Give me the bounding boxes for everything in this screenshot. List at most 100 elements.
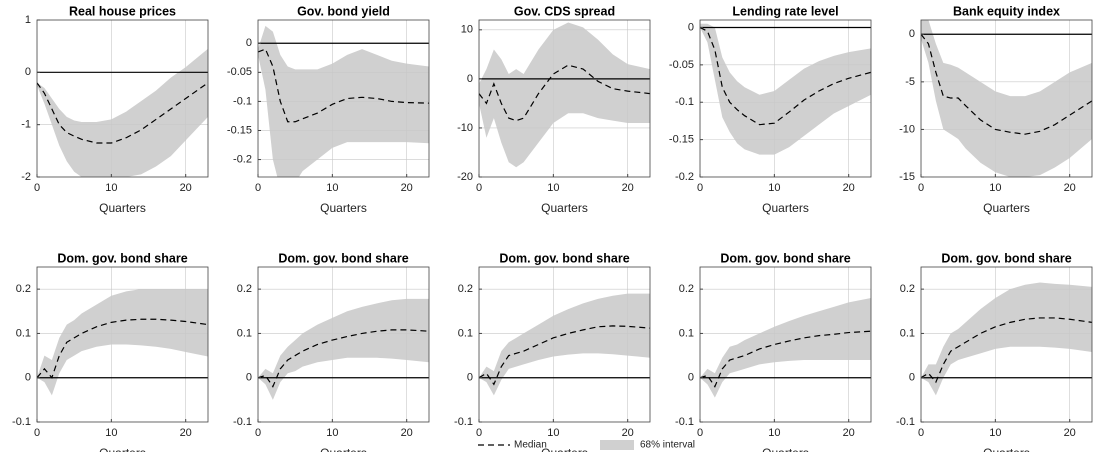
x-tick-label: 20: [180, 427, 192, 439]
interval-band: [37, 48, 208, 177]
y-tick-label: 0.1: [16, 327, 31, 339]
x-axis-label: Quarters: [762, 201, 809, 215]
y-tick-label: 0: [467, 73, 473, 85]
panel-title: Dom. gov. bond share: [499, 251, 629, 265]
plot-area: [921, 20, 1092, 177]
x-tick-label: 10: [989, 182, 1001, 194]
legend-interval-label: 68% interval: [640, 440, 695, 451]
axes-frame: [478, 266, 651, 423]
x-tick-label: 10: [547, 182, 559, 194]
panel: Dom. gov. bond shareQuarters-0.100.10.20…: [675, 251, 872, 452]
interval-band: [479, 293, 650, 396]
plot-area: [700, 20, 871, 177]
y-tick-label: 0.2: [16, 283, 31, 295]
x-axis-label: Quarters: [541, 446, 588, 452]
x-axis-label: Quarters: [99, 446, 146, 452]
y-tick-label: -15: [899, 171, 915, 183]
plot-area: [37, 20, 208, 177]
interval-band: [700, 23, 871, 155]
legend: Median 68% interval: [478, 440, 695, 451]
interval-band: [700, 298, 871, 398]
panel-title: Dom. gov. bond share: [57, 251, 187, 265]
y-tick-label: 0: [25, 66, 31, 78]
y-tick-label: -0.1: [12, 416, 31, 428]
interval-band: [37, 289, 208, 396]
x-tick-label: 10: [326, 427, 338, 439]
x-tick-label: 20: [843, 427, 855, 439]
panel-title: Gov. CDS spread: [514, 4, 615, 18]
plot-area: [700, 267, 871, 422]
y-tick-label: 0: [688, 372, 694, 384]
panel-title: Lending rate level: [732, 4, 838, 18]
panel: Dom. gov. bond shareQuarters-0.100.10.20…: [454, 251, 651, 452]
axes-frame: [36, 19, 209, 178]
axes-frame: [257, 266, 430, 423]
axes-frame: [257, 19, 430, 178]
x-axis-label: Quarters: [983, 201, 1030, 215]
x-tick-label: 20: [622, 182, 634, 194]
x-axis-label: Quarters: [99, 201, 146, 215]
y-tick-label: 0: [467, 372, 473, 384]
legend-median-label: Median: [514, 440, 547, 451]
y-tick-label: -1: [21, 119, 31, 131]
y-tick-label: -10: [899, 123, 915, 135]
plot-area: [479, 20, 650, 177]
y-tick-label: 0.2: [237, 283, 252, 295]
y-tick-label: 0.2: [900, 283, 915, 295]
plot-area: [258, 267, 429, 422]
y-tick-label: 0: [246, 372, 252, 384]
x-tick-label: 20: [622, 427, 634, 439]
plot-area: [921, 267, 1092, 422]
x-axis-label: Quarters: [983, 446, 1030, 452]
x-tick-label: 20: [1064, 182, 1076, 194]
y-tick-label: 0.1: [237, 327, 252, 339]
y-tick-label: -5: [905, 76, 915, 88]
axes-frame: [36, 266, 209, 423]
x-tick-label: 0: [476, 427, 482, 439]
axes-frame: [478, 19, 651, 178]
y-tick-label: -0.1: [454, 416, 473, 428]
y-tick-label: 0.2: [679, 283, 694, 295]
plot-area: [258, 20, 429, 177]
y-tick-label: -0.2: [675, 171, 694, 183]
axes-frame: [699, 19, 872, 178]
plot-area: [37, 267, 208, 422]
interval-band: [258, 298, 429, 400]
x-tick-label: 20: [180, 182, 192, 194]
y-tick-label: -2: [21, 171, 31, 183]
median-line: [921, 317, 1092, 384]
y-tick-label: 0: [688, 21, 694, 33]
panel: Lending rate level Quarters -0.2 -0.15 -0.1 -…: [669, 4, 872, 215]
x-tick-label: 0: [34, 427, 40, 439]
x-tick-label: 0: [255, 182, 261, 194]
median-line: [37, 82, 208, 144]
x-tick-label: 10: [768, 427, 780, 439]
x-tick-label: 10: [326, 182, 338, 194]
y-tick-label: 0: [909, 28, 915, 40]
interval-band: [479, 22, 650, 168]
x-axis-label: Quarters: [762, 446, 809, 452]
y-tick-label: -0.15: [669, 134, 694, 146]
x-tick-label: 10: [989, 427, 1001, 439]
panel-title: Dom. gov. bond share: [941, 251, 1071, 265]
median-line: [37, 318, 208, 379]
x-axis-label: Quarters: [320, 201, 367, 215]
median-line: [921, 33, 1092, 135]
x-tick-label: 0: [34, 182, 40, 194]
y-tick-label: 1: [25, 14, 31, 26]
y-tick-label: 0.2: [458, 283, 473, 295]
plot-area: [479, 267, 650, 422]
panel: Gov. CDS spread Quarters -20 -10 0 10 0 10 20: [457, 4, 651, 215]
median-line: [258, 329, 429, 388]
y-tick-label: 0: [25, 372, 31, 384]
y-tick-label: -0.05: [227, 66, 252, 78]
axes-frame: [920, 266, 1093, 423]
panel-title: Dom. gov. bond share: [720, 251, 850, 265]
y-tick-label: -0.1: [233, 95, 252, 107]
x-tick-label: 10: [547, 427, 559, 439]
y-tick-label: -0.1: [233, 416, 252, 428]
panel: Dom. gov. bond shareQuarters-0.100.10.20…: [896, 251, 1093, 452]
y-tick-label: -0.1: [675, 96, 694, 108]
panel-title: Real house prices: [69, 4, 176, 18]
